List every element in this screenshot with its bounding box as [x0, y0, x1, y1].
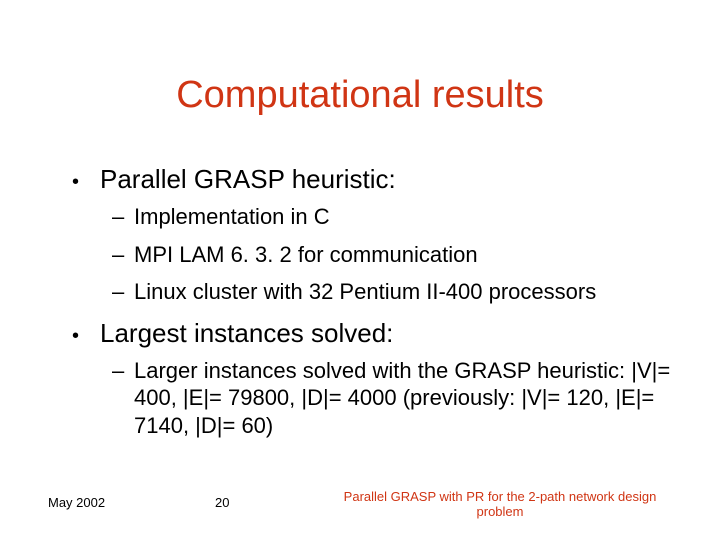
sub-marker: –: [112, 357, 134, 385]
bullet-level1: • Parallel GRASP heuristic:: [72, 164, 672, 195]
footer-title: Parallel GRASP with PR for the 2-path ne…: [330, 489, 670, 520]
sub-marker: –: [112, 241, 134, 269]
sub-marker: –: [112, 278, 134, 306]
bullet-level2: – Linux cluster with 32 Pentium II-400 p…: [112, 278, 672, 306]
slide-body: • Parallel GRASP heuristic: – Implementa…: [72, 158, 672, 449]
sub-list: – Implementation in C – MPI LAM 6. 3. 2 …: [112, 203, 672, 306]
bullet-text: Parallel GRASP heuristic:: [100, 164, 672, 195]
sub-list: – Larger instances solved with the GRASP…: [112, 357, 672, 440]
slide: Computational results • Parallel GRASP h…: [0, 0, 720, 540]
footer-page-number: 20: [215, 495, 229, 510]
bullet-marker: •: [72, 169, 100, 195]
bullet-level2: – MPI LAM 6. 3. 2 for communication: [112, 241, 672, 269]
bullet-level1: • Largest instances solved:: [72, 318, 672, 349]
sub-text: Larger instances solved with the GRASP h…: [134, 357, 672, 440]
bullet-text: Largest instances solved:: [100, 318, 672, 349]
bullet-level2: – Larger instances solved with the GRASP…: [112, 357, 672, 440]
slide-title: Computational results: [0, 74, 720, 117]
sub-text: Linux cluster with 32 Pentium II-400 pro…: [134, 278, 672, 306]
sub-text: MPI LAM 6. 3. 2 for communication: [134, 241, 672, 269]
sub-text: Implementation in C: [134, 203, 672, 231]
footer-date: May 2002: [48, 495, 105, 510]
bullet-level2: – Implementation in C: [112, 203, 672, 231]
sub-marker: –: [112, 203, 134, 231]
bullet-marker: •: [72, 323, 100, 349]
